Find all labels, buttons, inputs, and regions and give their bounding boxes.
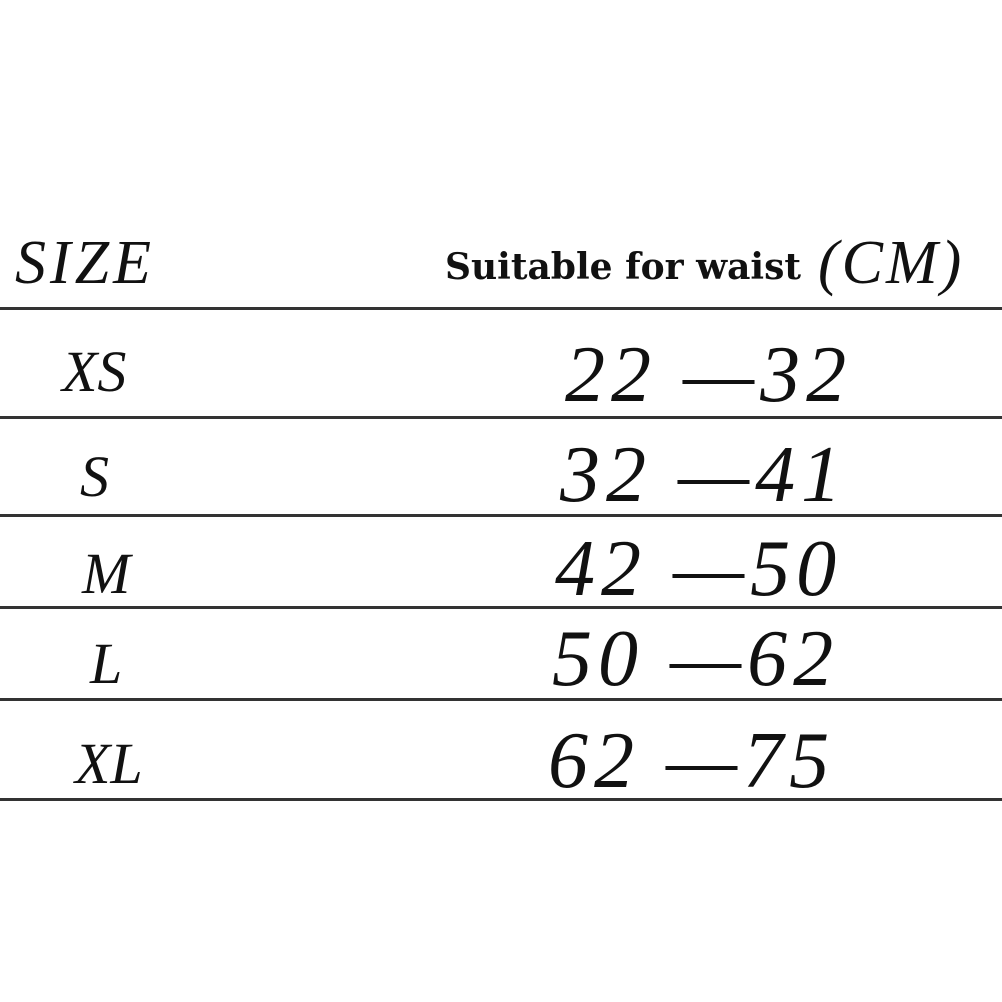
range-cell: 50 —62 [552, 615, 840, 703]
range-cell: 42 —50 [555, 525, 843, 613]
size-cell: XS [62, 339, 127, 404]
range-cell: 32 —41 [560, 431, 848, 519]
size-column-header: SIZE [15, 229, 155, 297]
size-cell: M [82, 541, 131, 606]
divider [0, 798, 1002, 801]
size-cell: XL [75, 731, 143, 796]
divider [0, 307, 1002, 310]
waist-column-header: Suitable for waist [445, 246, 801, 288]
unit-label: (CM) [818, 229, 965, 297]
size-cell: S [80, 444, 109, 509]
range-cell: 62 —75 [548, 717, 836, 805]
divider [0, 416, 1002, 419]
divider [0, 698, 1002, 701]
size-cell: L [90, 631, 123, 696]
divider [0, 514, 1002, 517]
range-cell: 22 —32 [565, 331, 853, 419]
divider [0, 606, 1002, 609]
